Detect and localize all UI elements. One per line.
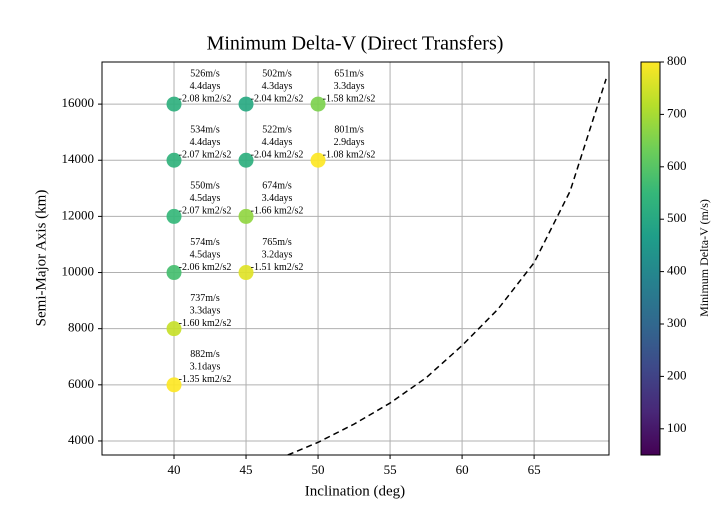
point-annotation: -2.04 km2/s2 bbox=[251, 150, 304, 161]
point bbox=[238, 265, 254, 281]
dashed-curve bbox=[287, 78, 607, 455]
colorbar-tick-label: 500 bbox=[667, 210, 687, 225]
colorbar-tick-label: 300 bbox=[667, 315, 687, 330]
x-axis-label: Inclination (deg) bbox=[305, 483, 405, 499]
point-annotation: -2.08 km2/s2 bbox=[179, 93, 232, 104]
x-tick-label: 65 bbox=[528, 462, 541, 477]
point-annotation: 3.3days bbox=[190, 305, 221, 316]
y-tick-label: 8000 bbox=[68, 320, 94, 335]
colorbar-tick-label: 700 bbox=[667, 105, 687, 120]
colorbar bbox=[640, 61, 661, 456]
plot-frame bbox=[101, 61, 610, 456]
point bbox=[166, 208, 182, 224]
point-annotation: 4.4days bbox=[190, 81, 221, 92]
x-tick-label: 45 bbox=[240, 462, 253, 477]
y-tick-label: 10000 bbox=[62, 264, 95, 279]
point-annotation: 534m/s bbox=[190, 125, 220, 136]
y-tick-label: 14000 bbox=[62, 151, 95, 166]
point-annotation: 522m/s bbox=[262, 125, 292, 136]
point bbox=[166, 377, 182, 393]
chart-title: Minimum Delta-V (Direct Transfers) bbox=[207, 33, 504, 55]
point-annotation: -1.58 km2/s2 bbox=[323, 93, 376, 104]
point-annotation: -1.66 km2/s2 bbox=[251, 206, 304, 217]
colorbar-tick-label: 100 bbox=[667, 420, 687, 435]
point-annotation: -2.07 km2/s2 bbox=[179, 150, 232, 161]
point-annotation: 2.9days bbox=[334, 137, 365, 148]
point-annotation: 737m/s bbox=[190, 293, 220, 304]
point-annotation: 674m/s bbox=[262, 181, 292, 192]
x-tick-label: 60 bbox=[456, 462, 469, 477]
point-annotation: 4.4days bbox=[190, 137, 221, 148]
colorbar-tick-label: 600 bbox=[667, 158, 687, 173]
point-annotation: -1.35 km2/s2 bbox=[179, 374, 232, 385]
x-tick-label: 40 bbox=[168, 462, 181, 477]
point-annotation: 3.3days bbox=[334, 81, 365, 92]
point bbox=[310, 152, 326, 168]
y-tick-label: 12000 bbox=[62, 207, 95, 222]
point-annotation: 4.5days bbox=[190, 193, 221, 204]
point bbox=[310, 96, 326, 112]
x-tick-label: 55 bbox=[384, 462, 397, 477]
colorbar-label: Minimum Delta-V (m/s) bbox=[697, 199, 711, 317]
point-annotation: 765m/s bbox=[262, 237, 292, 248]
point-annotation: -1.51 km2/s2 bbox=[251, 262, 304, 273]
point-annotation: -2.07 km2/s2 bbox=[179, 206, 232, 217]
point-annotation: 574m/s bbox=[190, 237, 220, 248]
point-annotation: 3.4days bbox=[262, 193, 293, 204]
point bbox=[238, 152, 254, 168]
colorbar-tick-label: 200 bbox=[667, 367, 687, 382]
point-annotation: 3.1days bbox=[190, 362, 221, 373]
y-tick-label: 4000 bbox=[68, 432, 94, 447]
y-tick-label: 16000 bbox=[62, 95, 95, 110]
point-annotation: 3.2days bbox=[262, 249, 293, 260]
point-annotation: 550m/s bbox=[190, 181, 220, 192]
point-annotation: 4.5days bbox=[190, 249, 221, 260]
point-annotation: 4.3days bbox=[262, 81, 293, 92]
point bbox=[166, 321, 182, 337]
y-axis-label: Semi-Major Axis (km) bbox=[33, 190, 49, 327]
point-annotation: 502m/s bbox=[262, 68, 292, 79]
point bbox=[238, 208, 254, 224]
point-annotation: -2.06 km2/s2 bbox=[179, 262, 232, 273]
point-annotation: 526m/s bbox=[190, 68, 220, 79]
point-annotation: 651m/s bbox=[334, 68, 364, 79]
point bbox=[238, 96, 254, 112]
x-tick-label: 50 bbox=[312, 462, 325, 477]
colorbar-tick-label: 800 bbox=[667, 53, 687, 68]
point-annotation: -2.04 km2/s2 bbox=[251, 93, 304, 104]
point-annotation: 882m/s bbox=[190, 349, 220, 360]
point-annotation: 801m/s bbox=[334, 125, 364, 136]
y-tick-label: 6000 bbox=[68, 376, 94, 391]
point bbox=[166, 96, 182, 112]
point bbox=[166, 265, 182, 281]
curve-group bbox=[287, 78, 607, 455]
point-annotation: -1.60 km2/s2 bbox=[179, 318, 232, 329]
colorbar-tick-label: 400 bbox=[667, 263, 687, 278]
point-annotation: 4.4days bbox=[262, 137, 293, 148]
point bbox=[166, 152, 182, 168]
point-annotation: -1.08 km2/s2 bbox=[323, 150, 376, 161]
